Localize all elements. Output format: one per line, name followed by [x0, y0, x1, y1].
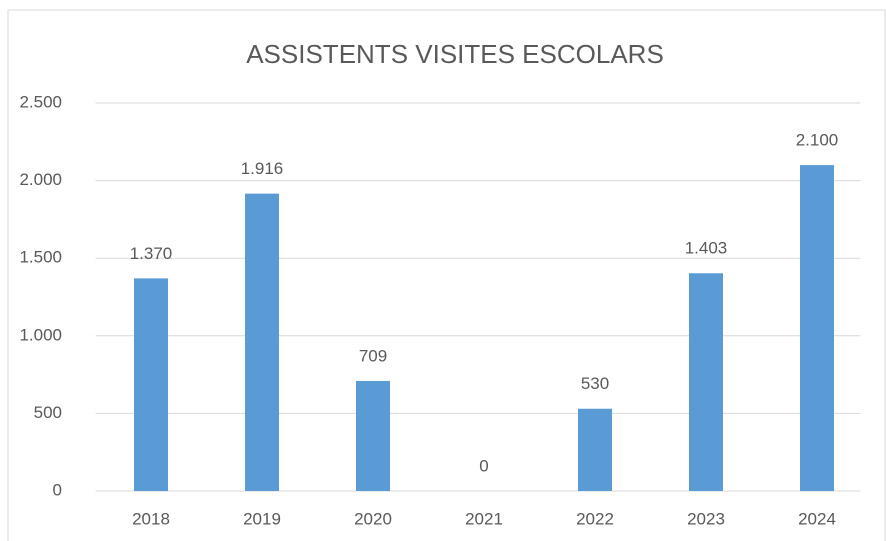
x-tick-label: 2018: [132, 509, 170, 528]
bar: [689, 273, 723, 491]
data-label: 2.100: [796, 131, 839, 150]
x-tick-label: 2019: [243, 509, 281, 528]
data-label: 530: [581, 374, 609, 393]
x-tick-label: 2024: [798, 509, 836, 528]
y-tick-label: 500: [34, 403, 62, 422]
data-label: 1.370: [130, 244, 173, 263]
x-tick-label: 2020: [354, 509, 392, 528]
x-tick-label: 2022: [576, 509, 614, 528]
bar: [578, 408, 612, 491]
y-tick-label: 2.500: [19, 92, 62, 111]
data-label: 0: [479, 456, 488, 475]
y-tick-label: 1.000: [19, 325, 62, 344]
x-tick-label: 2021: [465, 509, 503, 528]
data-label: 1.403: [685, 239, 728, 258]
bar: [800, 165, 834, 491]
chart-title: ASSISTENTS VISITES ESCOLARS: [246, 39, 664, 69]
y-tick-label: 0: [53, 480, 62, 499]
data-label: 709: [359, 346, 387, 365]
bar: [245, 193, 279, 492]
y-tick-label: 1.500: [19, 248, 62, 267]
data-label: 1.916: [241, 159, 284, 178]
bar: [134, 278, 168, 491]
y-tick-label: 2.000: [19, 170, 62, 189]
x-tick-label: 2023: [687, 509, 725, 528]
bar: [356, 380, 390, 491]
